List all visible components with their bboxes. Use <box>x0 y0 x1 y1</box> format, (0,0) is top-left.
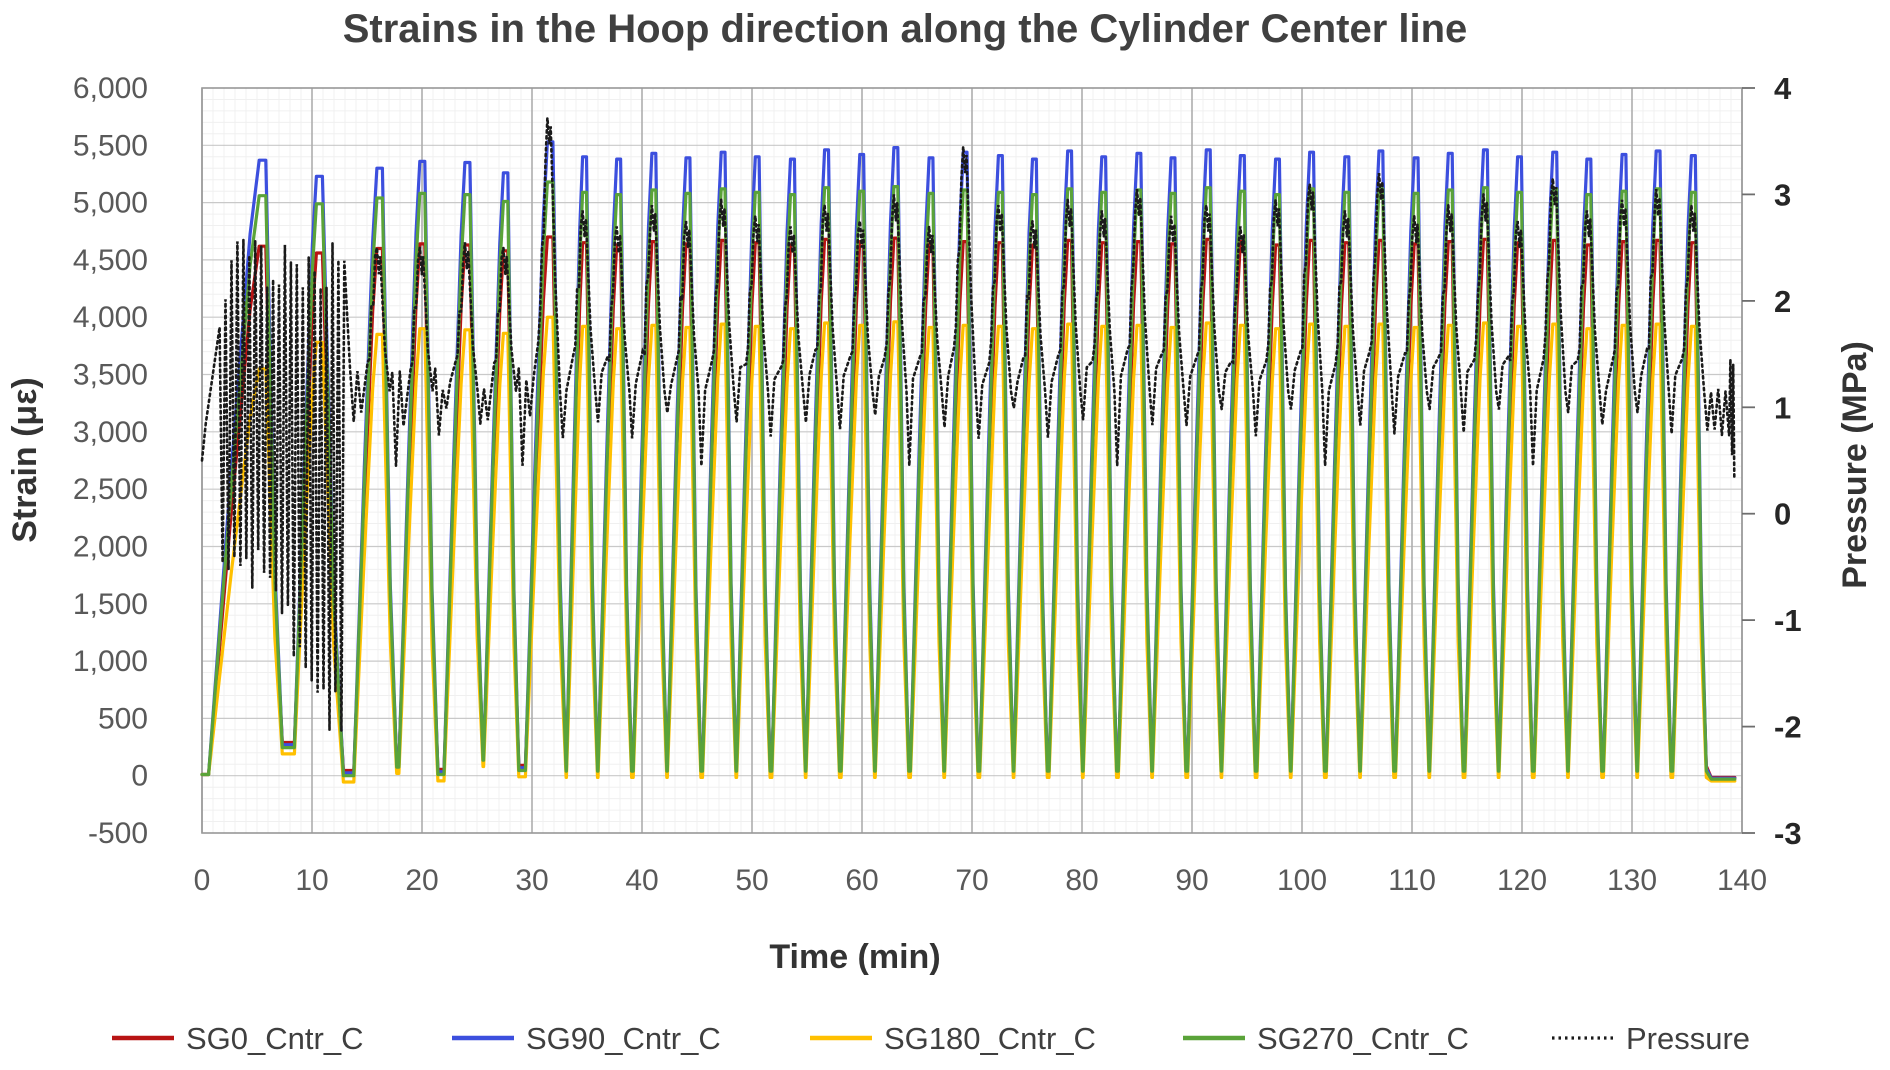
x-tick-label: 100 <box>1277 864 1327 897</box>
x-tick-label: 10 <box>295 864 328 897</box>
x-tick-label: 50 <box>735 864 768 897</box>
legend-item-pressure: Pressure <box>1552 1021 1750 1056</box>
legend-label: SG180_Cntr_C <box>884 1021 1096 1056</box>
legend-item-sg0_cntr_c: SG0_Cntr_C <box>112 1021 363 1056</box>
y-left-tick-label: 500 <box>98 702 148 735</box>
y-left-tick-label: 6,000 <box>73 72 148 105</box>
legend-item-sg270_cntr_c: SG270_Cntr_C <box>1183 1021 1469 1056</box>
y-left-tick-label: -500 <box>88 817 148 850</box>
x-axis-title: Time (min) <box>769 938 940 976</box>
x-tick-label: 80 <box>1065 864 1098 897</box>
x-tick-label: 40 <box>625 864 658 897</box>
x-tick-label: 20 <box>405 864 438 897</box>
y-axis-right-title: Pressure (MPa) <box>1836 341 1874 589</box>
y-left-tick-label: 0 <box>131 760 148 793</box>
y-left-tick-label: 5,000 <box>73 187 148 220</box>
y-right-tick-label: 1 <box>1774 390 1791 425</box>
x-tick-label: 90 <box>1175 864 1208 897</box>
x-tick-label: 130 <box>1607 864 1657 897</box>
y-axis-left-title: Strain (με) <box>6 377 44 542</box>
y-right-tick-label: 0 <box>1774 497 1791 532</box>
y-left-tick-label: 3,000 <box>73 416 148 449</box>
y-left-tick-label: 2,000 <box>73 531 148 564</box>
y-left-tick-label: 1,500 <box>73 588 148 621</box>
legend-label: SG270_Cntr_C <box>1257 1021 1469 1056</box>
y-left-tick-label: 4,000 <box>73 301 148 334</box>
y-left-tick-label: 3,500 <box>73 359 148 392</box>
x-tick-label: 110 <box>1388 864 1436 897</box>
legend-label: SG0_Cntr_C <box>186 1021 363 1056</box>
legend-item-sg90_cntr_c: SG90_Cntr_C <box>452 1021 721 1056</box>
x-tick-label: 70 <box>955 864 988 897</box>
y-right-tick-label: -3 <box>1774 816 1802 851</box>
y-right-tick-label: 4 <box>1774 71 1792 106</box>
y-left-tick-label: 2,500 <box>73 473 148 506</box>
y-right-tick-label: -1 <box>1774 603 1802 638</box>
y-right-tick-label: -2 <box>1774 710 1802 745</box>
y-right-tick-label: 3 <box>1774 177 1791 212</box>
legend-item-sg180_cntr_c: SG180_Cntr_C <box>810 1021 1096 1056</box>
series-lines <box>200 117 1737 784</box>
x-tick-label: 120 <box>1497 864 1547 897</box>
x-tick-label: 0 <box>194 864 211 897</box>
x-tick-label: 30 <box>515 864 548 897</box>
legend: SG0_Cntr_C SG90_Cntr_C SG180_Cntr_C SG270_C… <box>112 1021 1750 1056</box>
legend-label: Pressure <box>1626 1021 1750 1056</box>
legend-label: SG90_Cntr_C <box>526 1021 721 1056</box>
series-pressure-line <box>200 117 1736 732</box>
axis-tick-labels: 6,000 5,500 5,000 4,500 4,000 3,500 3,000 2,500… <box>73 71 1802 897</box>
y-left-tick-label: 4,500 <box>73 244 148 277</box>
y-left-tick-label: 1,000 <box>73 645 148 678</box>
x-tick-label: 60 <box>845 864 878 897</box>
series-sg180_cntr_c-line <box>200 315 1737 784</box>
y-right-tick-label: 2 <box>1774 284 1791 319</box>
x-tick-label: 140 <box>1717 864 1767 897</box>
chart-title: Strains in the Hoop direction along the … <box>343 7 1468 51</box>
y-left-tick-label: 5,500 <box>73 129 148 162</box>
